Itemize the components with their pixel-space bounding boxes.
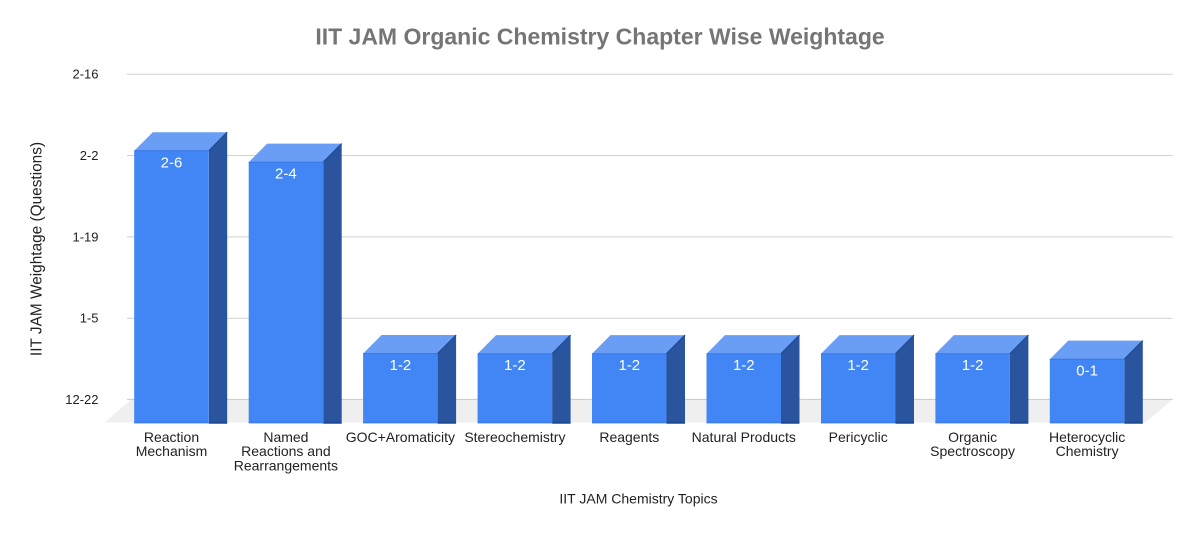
svg-text:Reaction: Reaction xyxy=(144,429,199,445)
svg-text:Natural Products: Natural Products xyxy=(692,429,796,445)
svg-text:1-2: 1-2 xyxy=(962,357,984,374)
svg-text:1-2: 1-2 xyxy=(390,357,412,374)
svg-text:1-19: 1-19 xyxy=(72,229,98,244)
svg-text:2-16: 2-16 xyxy=(72,67,98,82)
svg-text:Organic: Organic xyxy=(948,429,997,445)
svg-text:Heterocyclic: Heterocyclic xyxy=(1049,429,1125,445)
svg-text:IIT JAM Chemistry Topics: IIT JAM Chemistry Topics xyxy=(559,490,717,506)
svg-text:Mechanism: Mechanism xyxy=(136,443,208,459)
svg-text:1-5: 1-5 xyxy=(80,311,99,326)
svg-text:Rearrangements: Rearrangements xyxy=(234,458,338,474)
svg-text:Reactions and: Reactions and xyxy=(241,443,331,459)
svg-text:0-1: 0-1 xyxy=(1076,363,1098,380)
svg-text:IIT JAM Weightage (Questions): IIT JAM Weightage (Questions) xyxy=(28,142,45,356)
svg-text:1-2: 1-2 xyxy=(504,357,526,374)
svg-text:1-2: 1-2 xyxy=(847,357,869,374)
svg-text:1-2: 1-2 xyxy=(733,357,755,374)
svg-text:Stereochemistry: Stereochemistry xyxy=(464,429,565,445)
svg-text:Spectroscopy: Spectroscopy xyxy=(930,443,1015,459)
svg-text:IIT JAM Organic Chemistry Chap: IIT JAM Organic Chemistry Chapter Wise W… xyxy=(315,24,884,50)
svg-text:Chemistry: Chemistry xyxy=(1056,443,1119,459)
svg-text:Pericyclic: Pericyclic xyxy=(829,429,888,445)
svg-text:2-2: 2-2 xyxy=(80,148,99,163)
svg-text:Reagents: Reagents xyxy=(599,429,659,445)
svg-text:12-22: 12-22 xyxy=(65,392,98,407)
svg-text:Named: Named xyxy=(263,429,308,445)
svg-text:2-6: 2-6 xyxy=(161,154,183,171)
svg-text:2-4: 2-4 xyxy=(275,166,297,183)
svg-text:1-2: 1-2 xyxy=(618,357,640,374)
svg-text:GOC+Aromaticity: GOC+Aromaticity xyxy=(346,429,455,445)
